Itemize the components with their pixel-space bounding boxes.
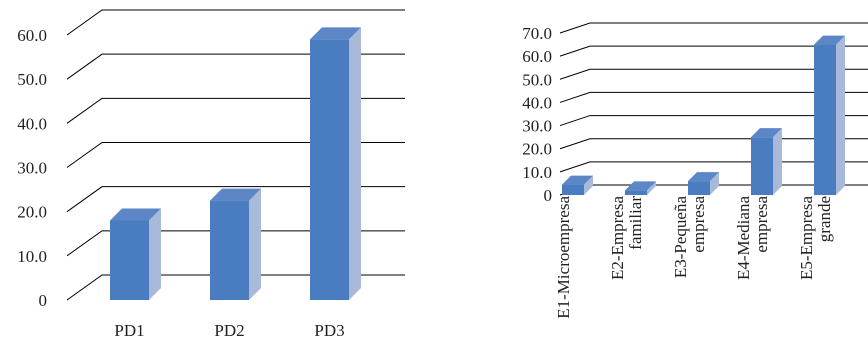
y-tick-label: 70.0 [522, 24, 552, 43]
bar-side [349, 27, 361, 301]
bar-front [210, 200, 249, 300]
gridline [66, 274, 405, 301]
bar-side [249, 188, 261, 300]
y-tick-label: 60.0 [17, 26, 47, 45]
bar-1 [110, 208, 161, 300]
y-tick-label: 50.0 [522, 70, 552, 89]
gridline [559, 45, 868, 57]
bar-4 [751, 128, 782, 195]
bar-top [814, 35, 845, 45]
chart-left: 0 10.0 20.0 30.0 40.0 50.0 60.0 PD1 PD2 PD3 [17, 9, 405, 340]
bar-2 [210, 188, 261, 300]
y-tick-label: 10.0 [522, 163, 552, 182]
gridline [559, 22, 868, 34]
category-label: PD1 [114, 321, 144, 340]
gridline [66, 186, 405, 213]
y-tick-label: 10.0 [17, 247, 47, 266]
gridline [559, 68, 868, 80]
y-tick-label: 0 [544, 186, 553, 205]
y-tick-label: 20.0 [522, 140, 552, 159]
bar-top [625, 181, 656, 191]
bar-top [562, 175, 593, 185]
category-label-line: grande [815, 196, 834, 242]
gridline [559, 91, 868, 103]
chart-right: 0 10.0 20.0 30.0 40.0 50.0 60.0 70.0 E1-Microemp… [522, 22, 868, 319]
category-label-line: empresa [752, 196, 771, 253]
bar-front [751, 137, 773, 195]
category-label-line: empresa [689, 196, 708, 253]
category-label-line: E5-Empresa [797, 196, 816, 280]
bar-side [149, 208, 161, 300]
y-tick-label: 40.0 [522, 93, 552, 112]
bar-top [688, 172, 719, 182]
bar-1 [562, 175, 593, 195]
bar-side [836, 35, 845, 196]
y-tick-label: 30.0 [522, 117, 552, 136]
y-tick-label: 20.0 [17, 203, 47, 222]
bar-top [310, 27, 361, 40]
bar-front [310, 39, 349, 301]
bar-front [562, 184, 584, 195]
category-label-line: E1-Microempresa [554, 196, 573, 319]
gridline [66, 53, 405, 80]
bar-side [710, 172, 719, 195]
y-tick-label: 40.0 [17, 114, 47, 133]
bar-side [647, 181, 656, 195]
category-label-line: E4-Mediana [734, 196, 753, 280]
category-label-line: familiar [626, 196, 645, 250]
y-tick-label: 0 [39, 291, 48, 310]
bar-front [625, 190, 647, 195]
category-label-line: E3-Pequeña [671, 196, 690, 279]
bar-top [110, 208, 161, 221]
bar-front [110, 220, 149, 300]
category-label-line: E2-Empresa [608, 196, 627, 280]
bar-side [773, 128, 782, 195]
bar-5 [814, 35, 845, 196]
bar-3 [688, 172, 719, 195]
y-tick-label: 50.0 [17, 70, 47, 89]
category-label: PD2 [214, 321, 244, 340]
category-label: PD3 [314, 321, 344, 340]
gridline [559, 115, 868, 127]
bar-2 [625, 181, 656, 195]
bar-front [688, 181, 710, 195]
y-tick-label: 30.0 [17, 159, 47, 178]
bar-front [814, 44, 836, 196]
gridline [66, 97, 405, 124]
bar-top [210, 188, 261, 201]
bar-top [751, 128, 782, 138]
gridline [66, 230, 405, 257]
y-tick-label: 60.0 [522, 47, 552, 66]
gridline [66, 9, 405, 36]
bar-3 [310, 27, 361, 301]
gridline [66, 142, 405, 168]
bar-side [584, 175, 593, 195]
